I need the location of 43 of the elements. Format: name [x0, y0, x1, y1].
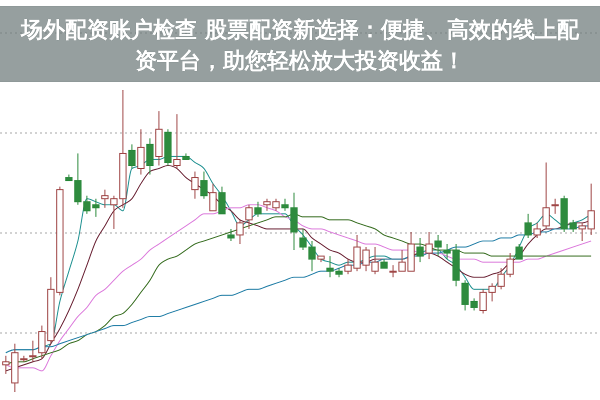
candlestick	[227, 228, 235, 242]
candlestick	[488, 282, 496, 302]
candlestick	[137, 128, 145, 176]
candlestick	[254, 201, 262, 218]
candlestick	[146, 138, 154, 176]
candlestick	[110, 195, 118, 230]
candlestick	[479, 288, 487, 314]
candlestick	[209, 183, 217, 212]
candlestick	[128, 144, 136, 170]
candlestick	[389, 264, 397, 278]
candlestick	[101, 189, 109, 208]
candlestick	[434, 234, 442, 257]
candlestick	[218, 186, 226, 214]
candlestick	[461, 280, 469, 311]
candlestick	[29, 340, 37, 362]
candlestick	[173, 114, 181, 170]
candlestick	[443, 244, 451, 260]
candlestick	[299, 228, 307, 251]
candlestick	[542, 162, 550, 230]
candlestick	[470, 298, 478, 311]
candlestick	[272, 198, 280, 212]
candlestick	[425, 231, 433, 260]
candlestick	[353, 234, 361, 272]
candlestick	[326, 256, 334, 278]
candlestick	[515, 244, 523, 260]
candlestick	[362, 246, 370, 272]
candlestick	[533, 222, 541, 238]
candlestick	[380, 258, 388, 269]
candlestick	[551, 198, 559, 214]
candlestick	[416, 237, 424, 263]
candlestick	[200, 171, 208, 200]
candlestick	[344, 258, 352, 275]
candlestick	[236, 219, 244, 245]
chart-title: 场外配资账户检查 股票配资新选择：便捷、高效的线上配资平台，助您轻松放大投资收益！	[20, 17, 580, 74]
candlestick	[398, 250, 406, 272]
candlestick	[263, 198, 271, 212]
candlestick	[371, 246, 379, 275]
candlestick	[281, 198, 289, 212]
candlestick	[308, 240, 316, 272]
candlestick	[524, 213, 532, 238]
candlestick	[335, 268, 343, 278]
candlestick	[245, 204, 253, 230]
candlestick	[191, 171, 199, 200]
